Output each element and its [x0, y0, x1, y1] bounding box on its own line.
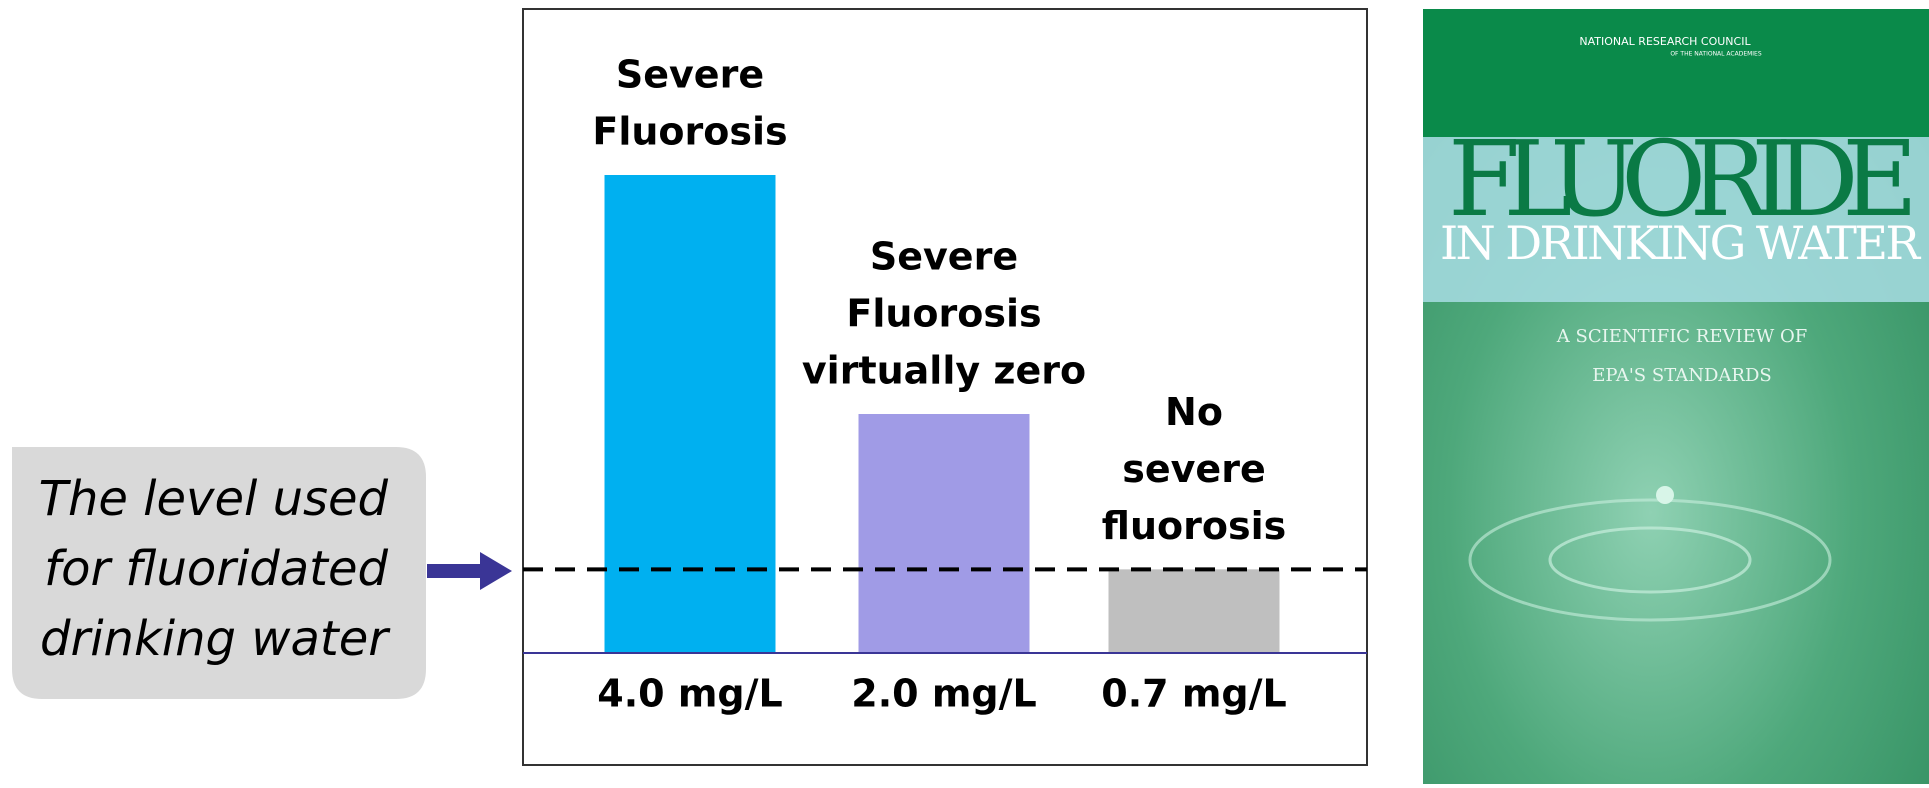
- publisher-sub: OF THE NATIONAL ACADEMIES: [1670, 51, 1762, 58]
- bar-label: fluorosis: [1102, 504, 1286, 548]
- bar-label: No: [1165, 390, 1223, 434]
- bar-label: Fluorosis: [592, 110, 787, 154]
- title-band: [1423, 137, 1929, 302]
- droplet: [1656, 486, 1674, 504]
- cover-subtitle: A SCIENTIFIC REVIEW OF: [1556, 326, 1807, 347]
- bar-label: Fluorosis: [846, 292, 1041, 336]
- bar-label: severe: [1122, 447, 1265, 491]
- bar: [1108, 569, 1280, 653]
- bar-label: virtually zero: [802, 349, 1086, 393]
- bar-label: Severe: [616, 53, 764, 97]
- category-label: 4.0 mg/L: [597, 672, 782, 716]
- arrow: [427, 552, 512, 590]
- callout-box: [12, 447, 426, 699]
- bar: [858, 414, 1030, 653]
- cover-title: FLUORIDE: [1448, 118, 1918, 240]
- book-cover: NATIONAL RESEARCH COUNCIL OF THE NATIONA…: [1423, 9, 1929, 784]
- ripple: [1548, 526, 1752, 594]
- annotation: drinking water: [40, 611, 391, 667]
- ripple: [1468, 498, 1832, 622]
- publisher: NATIONAL RESEARCH COUNCIL: [1579, 35, 1751, 48]
- cover-title-sub: IN DRINKING WATER: [1440, 216, 1921, 270]
- category-label: 2.0 mg/L: [851, 672, 1036, 716]
- annotation: The level used: [39, 471, 389, 527]
- cover-subtitle: EPA'S STANDARDS: [1592, 365, 1771, 386]
- annotation: for fluoridated: [44, 541, 388, 597]
- cover-header: [1423, 9, 1929, 137]
- bar-label: Severe: [870, 235, 1018, 279]
- category-label: 0.7 mg/L: [1101, 672, 1286, 716]
- bar: [604, 175, 776, 653]
